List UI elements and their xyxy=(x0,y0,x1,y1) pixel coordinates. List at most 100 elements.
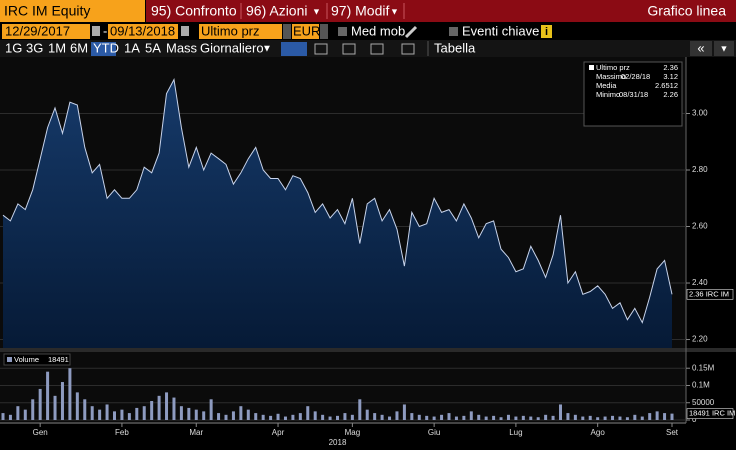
volume-bar xyxy=(469,411,473,420)
y-tick-label: 2.20 xyxy=(692,335,708,344)
info-icon[interactable] xyxy=(541,25,552,38)
x-tick-label: Mag xyxy=(345,428,361,437)
period-button[interactable]: YTD xyxy=(93,40,119,55)
volume-bar xyxy=(492,415,496,420)
date-separator: - xyxy=(103,23,107,38)
volume-bar xyxy=(365,409,369,420)
legend-label: Media xyxy=(596,81,617,90)
pencil-icon[interactable] xyxy=(404,25,418,39)
volume-bar xyxy=(113,411,116,420)
y-tick-label: 2.40 xyxy=(692,278,708,287)
x-tick-label: Lug xyxy=(509,428,522,437)
legend-label: Minimo xyxy=(596,90,620,99)
last-volume-label: 18491 IRC IM xyxy=(689,409,735,418)
calendar-icon[interactable] xyxy=(181,26,189,36)
checkbox[interactable] xyxy=(449,27,458,36)
legend-swatch xyxy=(7,357,12,362)
volume-bar xyxy=(410,413,414,420)
dropdown[interactable] xyxy=(283,24,291,39)
chart-icon[interactable] xyxy=(370,43,384,55)
line-chart-icon[interactable] xyxy=(281,42,307,56)
calendar-icon[interactable] xyxy=(92,26,100,36)
legend-label: Massimo xyxy=(596,72,626,81)
volume-bar xyxy=(648,413,652,420)
volume-bar xyxy=(68,368,72,420)
security: IRC IM Equity xyxy=(4,3,90,19)
volume-bar xyxy=(670,413,674,420)
area-fill xyxy=(3,79,672,348)
volume-bar xyxy=(536,417,540,420)
period-button[interactable]: 3G xyxy=(26,40,43,55)
volume-bar xyxy=(350,414,354,420)
collapse-glyph: « xyxy=(697,40,704,55)
volume-bar xyxy=(321,414,325,420)
volume-bar xyxy=(603,416,607,420)
security-box[interactable] xyxy=(0,0,145,22)
volume-bar xyxy=(194,409,198,420)
menu-item[interactable]: 97) Modif xyxy=(331,3,389,19)
legend-date: 08/31/18 xyxy=(619,90,648,99)
volume-legend-label: Volume xyxy=(14,355,39,364)
menu-item[interactable]: 96) Azioni xyxy=(246,3,307,19)
volume-bar xyxy=(298,413,302,420)
last-volume-security: IRC IM xyxy=(712,409,735,418)
volume-bar xyxy=(477,414,481,420)
date-box[interactable] xyxy=(108,24,178,39)
volume-bar xyxy=(484,416,488,420)
period-button[interactable]: 1G xyxy=(5,40,22,55)
date-box[interactable] xyxy=(2,24,90,39)
volume-bar xyxy=(38,388,42,420)
last-price-label: 2.36 IRC IM xyxy=(689,289,729,298)
y-tick-label: 2.60 xyxy=(692,222,708,231)
legend-date: 02/28/18 xyxy=(621,72,650,81)
volume-bar xyxy=(209,399,213,420)
currency-box[interactable] xyxy=(292,24,319,39)
volume-bar xyxy=(559,404,562,420)
volume-bar xyxy=(380,414,384,420)
field-box[interactable] xyxy=(199,24,282,39)
x-tick-label: Feb xyxy=(115,428,129,437)
period-selected xyxy=(91,42,116,56)
period-button[interactable]: 6M xyxy=(70,40,88,55)
end-date: 09/13/2018 xyxy=(110,23,175,38)
volume-bar xyxy=(31,399,35,420)
volume-bar xyxy=(165,392,169,420)
volume-bar xyxy=(261,414,265,420)
volume-bar xyxy=(514,416,518,420)
checkbox[interactable] xyxy=(338,27,347,36)
volume-bar xyxy=(425,415,429,420)
volume-bar xyxy=(75,392,79,420)
dropdown-arrow: ▼ xyxy=(390,6,399,16)
moving-average: Med mob xyxy=(351,23,405,38)
chart-icon[interactable] xyxy=(314,43,328,55)
x-tick-label: Giu xyxy=(428,428,440,437)
period-button[interactable]: 5A xyxy=(145,40,161,55)
volume-bar xyxy=(8,414,12,420)
y-tick-label: 50000 xyxy=(692,398,715,407)
x-tick-label: Set xyxy=(666,428,679,437)
dropdown[interactable] xyxy=(320,24,328,39)
legend-value: 2.26 xyxy=(663,90,678,99)
volume-bar xyxy=(239,406,243,420)
volume-legend-box xyxy=(3,353,71,366)
volume-bar xyxy=(53,395,57,420)
menu-button[interactable] xyxy=(714,41,734,56)
menu-item[interactable]: 95) Confronto xyxy=(151,3,237,19)
last-price-value: 2.36 xyxy=(689,289,704,298)
frequency[interactable]: Giornaliero xyxy=(200,40,264,55)
start-date: 12/29/2017 xyxy=(5,23,70,38)
volume-bar xyxy=(395,411,399,420)
chart-icon[interactable] xyxy=(342,43,356,55)
period-button[interactable]: 1A xyxy=(124,40,140,55)
table-button[interactable]: Tabella xyxy=(434,40,476,55)
dropdown-arrow: ▼ xyxy=(312,6,321,16)
period-button[interactable]: Mass xyxy=(166,40,198,55)
info-glyph: i xyxy=(545,26,548,38)
volume-bar xyxy=(83,399,87,420)
chart-icon[interactable] xyxy=(401,43,415,55)
volume-bar xyxy=(23,409,27,420)
legend-value: 2.36 xyxy=(663,63,678,72)
collapse-button[interactable] xyxy=(690,41,712,56)
period-button[interactable]: 1M xyxy=(48,40,66,55)
volume-bar xyxy=(417,414,421,420)
